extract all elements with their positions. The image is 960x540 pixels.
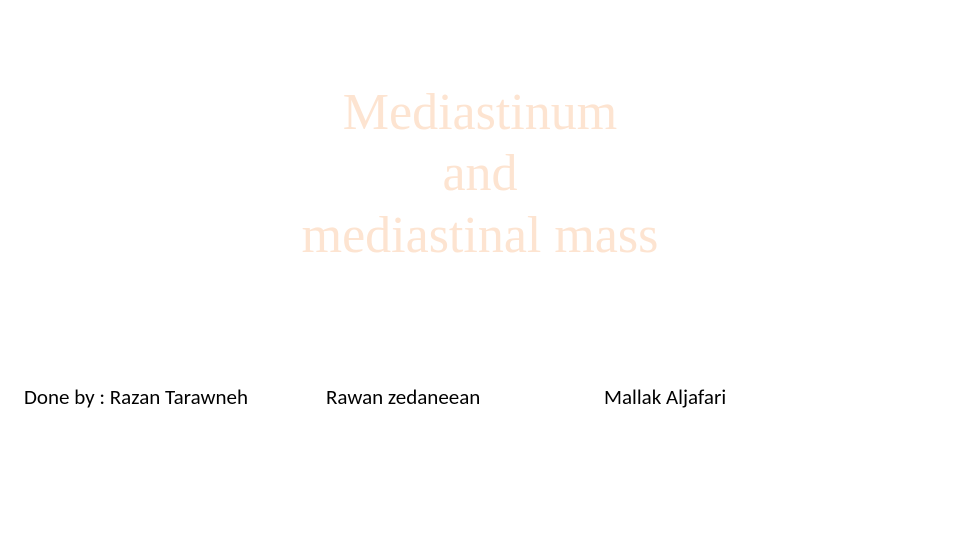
author-2-name: Rawan zedaneean <box>326 384 480 410</box>
author-2: Rawan zedaneean <box>326 384 604 410</box>
title-line-3: mediastinal mass <box>0 205 960 266</box>
done-by-prefix: Done by : <box>24 384 110 410</box>
slide-title: Mediastinum and mediastinal mass <box>0 82 960 266</box>
author-3: Mallak Aljafari <box>604 384 936 410</box>
title-line-2: and <box>0 143 960 204</box>
author-3-name: Mallak Aljafari <box>604 384 726 410</box>
author-1: Done by : Razan Tarawneh <box>24 384 326 410</box>
authors-line: Done by : Razan Tarawneh Rawan zedaneean… <box>24 384 936 410</box>
title-line-1: Mediastinum <box>0 82 960 143</box>
author-1-name: Razan Tarawneh <box>110 384 248 410</box>
